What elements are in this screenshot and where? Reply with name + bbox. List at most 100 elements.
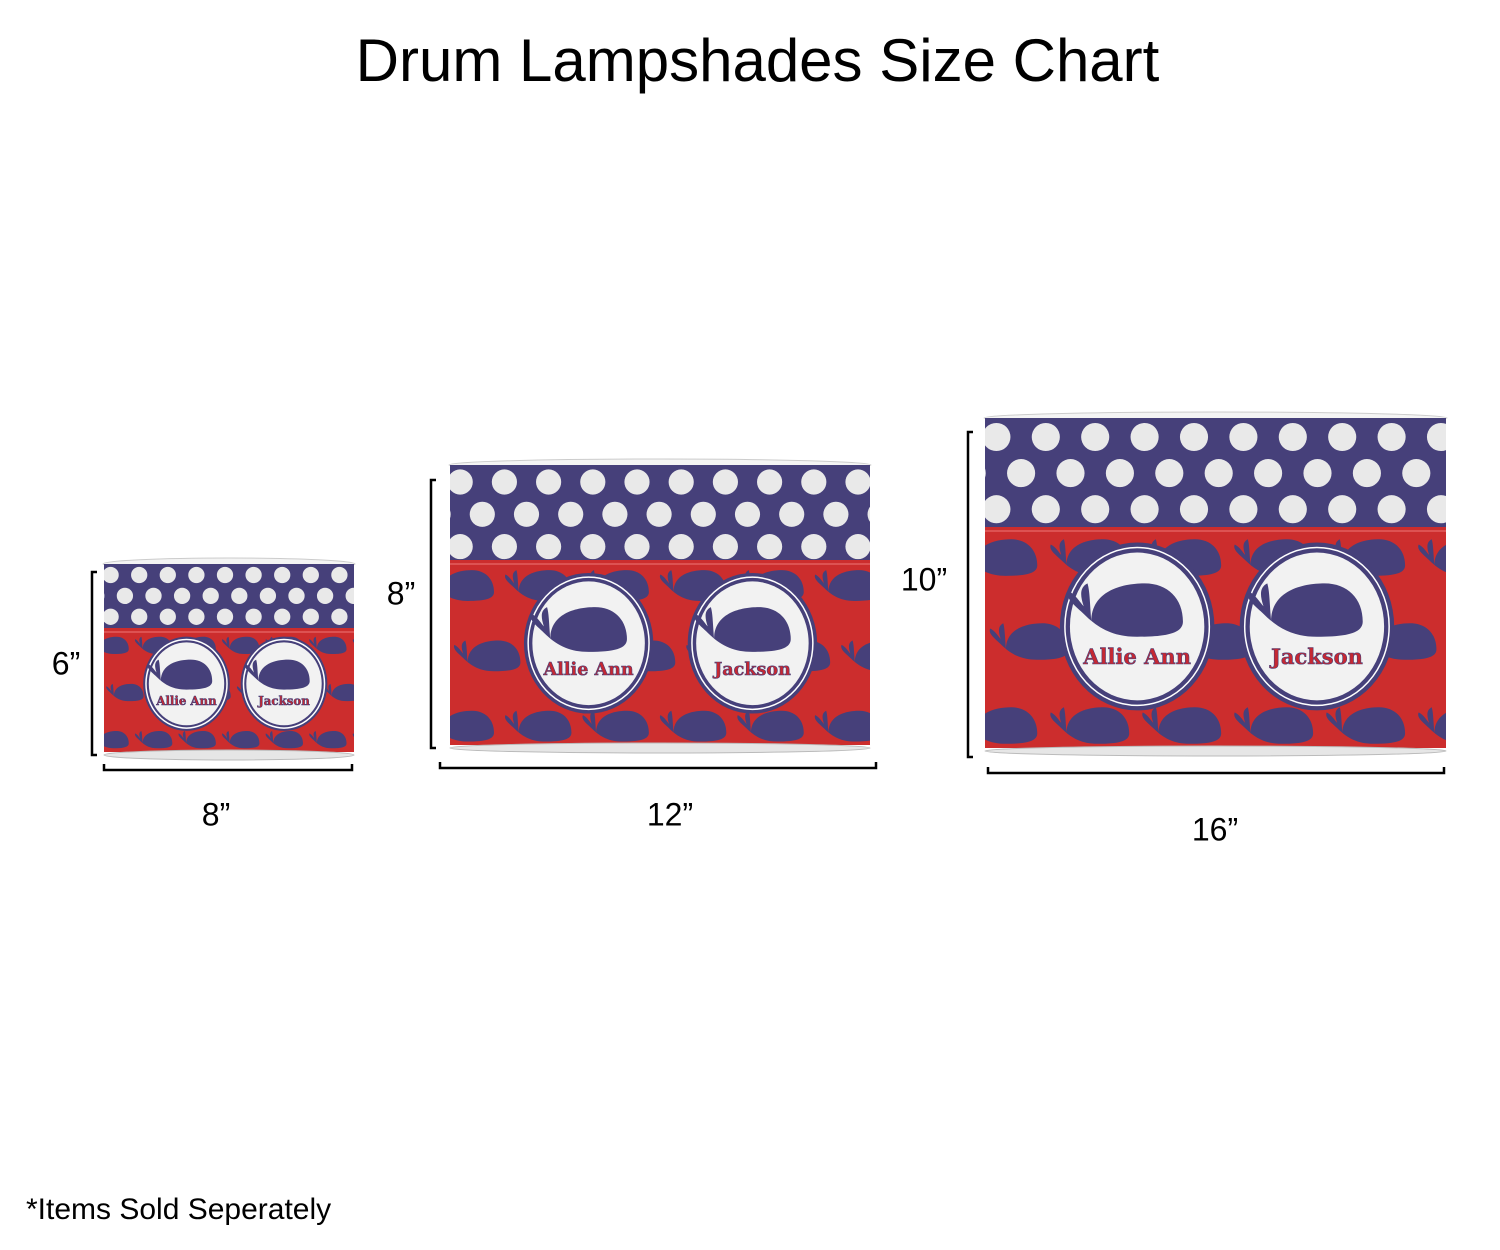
polka-dot [1155,459,1184,488]
polka-dot [188,566,205,584]
whale-pattern [309,636,347,655]
polka-dot [245,566,262,584]
polka-dot [316,587,334,605]
polka-dot [867,571,870,587]
polka-dot [933,423,961,451]
medium-height-label: 8” [386,575,416,612]
whale-pattern [309,730,347,749]
polka-dot [985,540,986,550]
polka-dot [173,587,191,605]
polka-dot [1229,495,1258,524]
polka-dot [1056,459,1085,488]
polka-dot [491,534,517,560]
whale-pattern [104,636,129,655]
small-width-label: 8” [201,796,231,833]
whale-pattern [222,636,260,655]
polka-dot [104,635,105,641]
polka-dot [1402,459,1431,488]
polka-dot [668,534,694,560]
whale-pattern [106,683,144,702]
medium-width-label: 12” [646,796,694,833]
polka-dot [536,469,562,495]
polka-dot [74,609,90,625]
polka-dot [374,630,390,646]
polka-dot [712,469,738,495]
whale-pattern [985,707,1038,744]
whale-pattern [450,710,495,742]
polka-dot [216,566,234,584]
whale-icon [1247,583,1363,637]
whale-pattern [48,731,85,748]
polka-dot [1352,459,1381,488]
whale-pattern [1418,539,1446,573]
height-bracket [966,430,973,759]
whale-pattern [63,684,100,701]
polka-dot [450,574,451,583]
polka-dot [912,502,937,527]
polka-dot [259,587,277,605]
polka-dot [1303,459,1332,488]
polka-dot [845,534,870,560]
polka-dot [646,501,672,527]
polka-dot [985,495,1011,524]
polka-dot [1254,459,1283,488]
polka-dot [450,534,473,560]
large-height-label: 10” [900,561,948,598]
polka-dot [388,650,404,666]
polka-dot [1130,422,1159,452]
whale-pattern [814,570,870,601]
width-bracket [438,762,878,770]
polka-dot [1105,459,1134,488]
polka-dot [159,566,176,584]
width-bracket [102,764,354,772]
whale-pattern [453,640,521,672]
polka-dot [431,588,447,604]
whale-pattern [989,623,1069,660]
whale-pattern [1450,623,1500,660]
medallion-name: Allie Ann [1082,644,1191,669]
polka-dot [933,495,961,523]
polka-dot [1328,422,1357,452]
height-bracket [429,478,436,750]
polka-dot [580,534,606,560]
polka-dot [104,566,119,584]
whale-pattern [134,730,173,749]
whale-pattern [396,637,433,654]
polka-dot [934,469,959,494]
polka-dot [1031,495,1060,524]
whale-icon [1067,583,1183,637]
drum-lampshade-large: Allie Ann Jackson [866,411,1500,775]
whale-pattern [178,730,216,749]
polka-dot [1204,459,1233,488]
polka-dot [491,469,517,495]
whale-pattern [866,707,945,744]
polka-dot [431,630,447,646]
polka-dot [1130,495,1159,524]
polka-dot [690,501,716,527]
polka-dot [104,593,105,599]
width-bracket [986,767,1446,775]
medallion-name: Allie Ann [155,694,217,708]
whale-icon [530,607,627,652]
footnote: *Items Sold Seperately [26,1193,332,1226]
polka-dot [985,422,1011,452]
polka-dot [131,566,148,584]
polka-dot [712,534,738,560]
polka-dot [867,506,870,522]
bottom-rim [103,749,355,761]
whale-icon [694,607,791,652]
whale-pattern [898,623,977,660]
polka-dot [360,650,376,666]
whale-pattern [377,640,443,671]
polka-dot [668,469,694,495]
polka-dot [890,469,915,494]
large-width-label: 16” [1191,811,1239,848]
whale-icon [147,659,213,690]
polka-dot [403,630,419,646]
polka-dot [624,469,650,495]
polka-dot [1452,531,1480,559]
polka-dot [779,501,805,527]
polka-dot [1377,495,1406,524]
whale-pattern [892,711,958,742]
polka-dot [274,608,291,625]
